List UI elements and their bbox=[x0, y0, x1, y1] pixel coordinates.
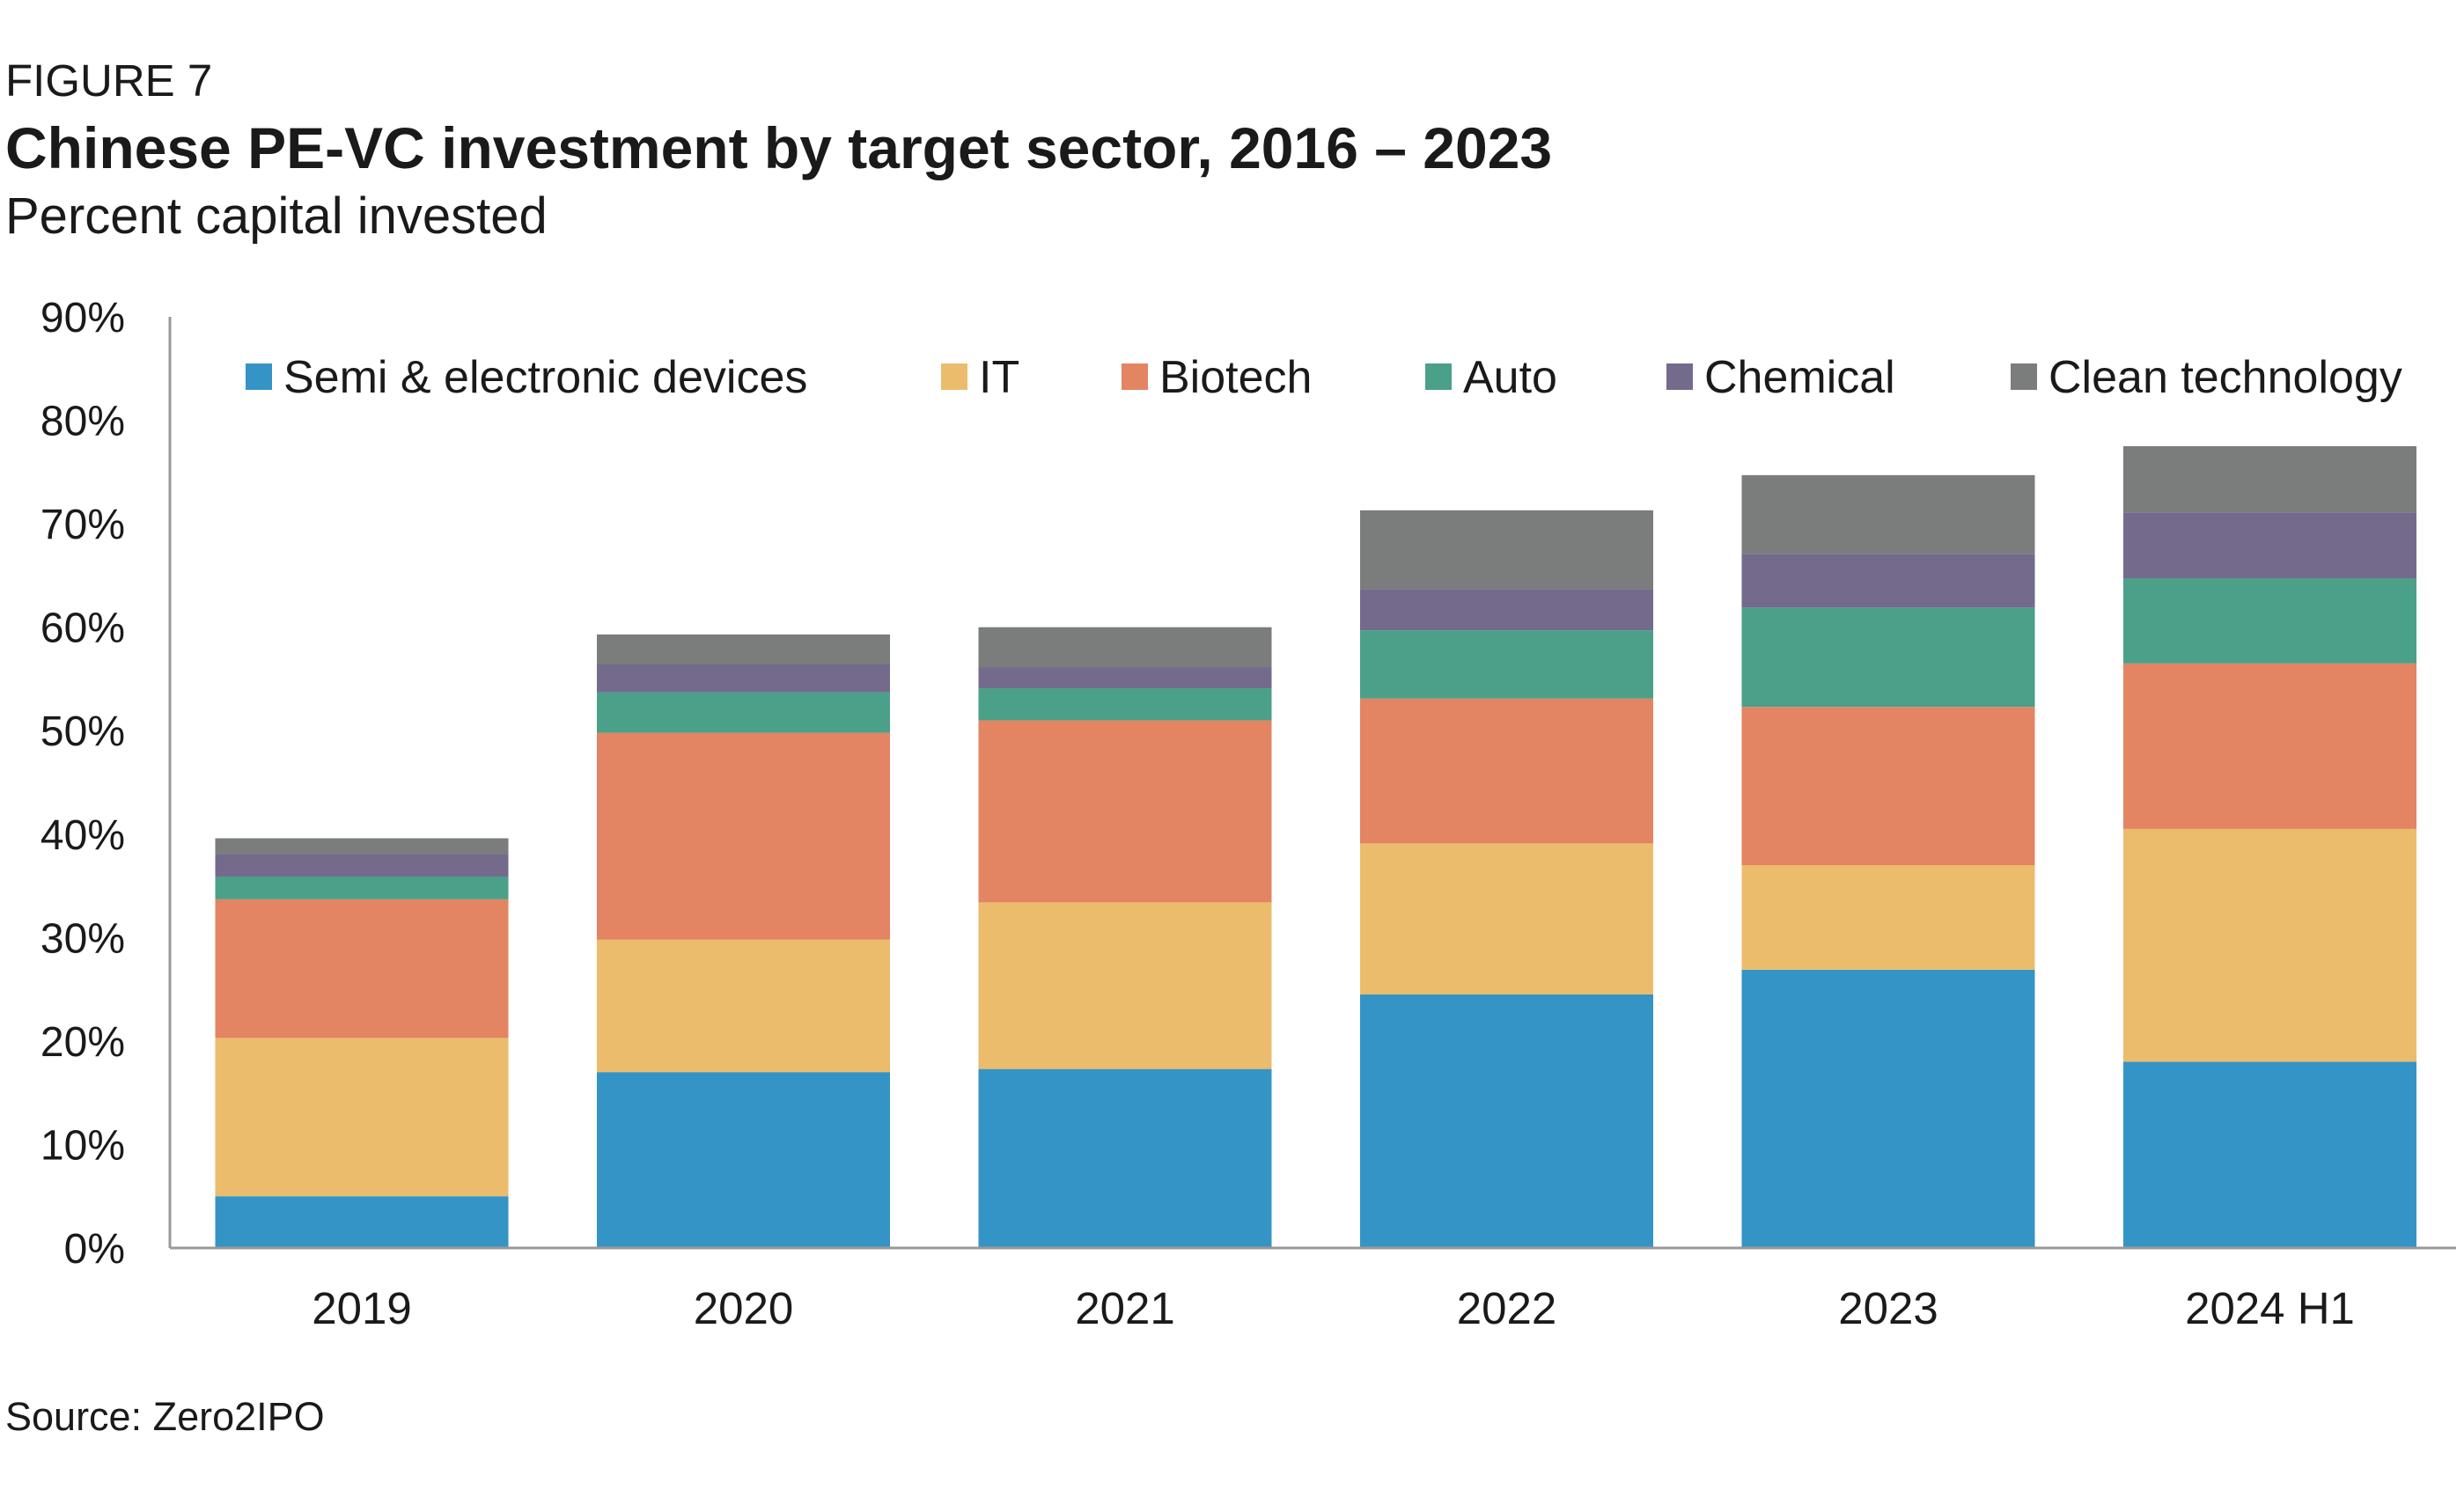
bar-segment-semi-electronic-devices-2022 bbox=[1360, 994, 1653, 1248]
bar-segment-semi-electronic-devices-2019 bbox=[215, 1196, 509, 1248]
legend-label: Semi & electronic devices bbox=[283, 352, 807, 403]
bar-segment-chemical-2020 bbox=[597, 664, 890, 693]
chart-title: Chinese PE-VC investment by target secto… bbox=[5, 115, 1553, 180]
bar-segment-chemical-2021 bbox=[978, 667, 1272, 689]
bar-segment-clean-technology-2024-h1 bbox=[2123, 445, 2416, 513]
legend: Semi & electronic devices IT Biotech Auto Ch… bbox=[246, 352, 2402, 403]
bar-segment-it-2024-h1 bbox=[2123, 828, 2416, 1062]
bar-segment-auto-2023 bbox=[1741, 607, 2035, 708]
legend-label: Auto bbox=[1463, 352, 1557, 403]
bar-segment-biotech-2021 bbox=[978, 720, 1272, 903]
legend-swatch bbox=[1122, 363, 1148, 390]
bar-segment-chemical-2024-h1 bbox=[2123, 512, 2416, 579]
bar-segment-biotech-2023 bbox=[1741, 707, 2035, 866]
y-tick-label: 80% bbox=[40, 399, 125, 445]
axes-group bbox=[168, 317, 2456, 1250]
bar-segment-it-2022 bbox=[1360, 843, 1653, 995]
legend-label: Chemical bbox=[1704, 352, 1895, 403]
y-tick-label: 10% bbox=[40, 1122, 125, 1169]
y-tick-label: 0% bbox=[64, 1226, 125, 1273]
legend-swatch bbox=[941, 363, 967, 390]
bar-segment-biotech-2024-h1 bbox=[2123, 663, 2416, 829]
y-tick-label: 40% bbox=[40, 812, 125, 859]
bar-segment-biotech-2019 bbox=[215, 899, 509, 1039]
y-tick-label: 60% bbox=[40, 606, 125, 652]
bar-segment-semi-electronic-devices-2023 bbox=[1741, 969, 2035, 1248]
legend-swatch bbox=[1666, 363, 1693, 390]
bar-segment-biotech-2020 bbox=[597, 732, 890, 940]
bar-segment-clean-technology-2020 bbox=[597, 634, 890, 664]
bar-segment-chemical-2019 bbox=[215, 854, 509, 877]
x-tick-label: 2024 H1 bbox=[2185, 1283, 2355, 1333]
bar-segment-biotech-2022 bbox=[1360, 698, 1653, 844]
bar-segment-semi-electronic-devices-2020 bbox=[597, 1072, 890, 1248]
bar-segment-auto-2021 bbox=[978, 688, 1272, 721]
bar-segment-semi-electronic-devices-2024-h1 bbox=[2123, 1061, 2416, 1248]
bar-segment-clean-technology-2021 bbox=[978, 627, 1272, 668]
bar-segment-chemical-2023 bbox=[1741, 554, 2035, 608]
y-tick-label: 30% bbox=[40, 915, 125, 962]
x-axis-labels: 2019 2020 2021 2022 2023 2024 H1 bbox=[312, 1283, 2355, 1333]
bar-segment-clean-technology-2022 bbox=[1360, 510, 1653, 590]
bar-segment-auto-2024-h1 bbox=[2123, 578, 2416, 664]
bar-segment-it-2020 bbox=[597, 939, 890, 1073]
legend-label: IT bbox=[979, 352, 1019, 403]
bar-segment-clean-technology-2023 bbox=[1741, 474, 2035, 554]
bar-segment-auto-2020 bbox=[597, 692, 890, 733]
bar-segment-clean-technology-2019 bbox=[215, 838, 509, 855]
x-tick-label: 2023 bbox=[1838, 1283, 1938, 1333]
y-tick-label: 20% bbox=[40, 1019, 125, 1066]
x-tick-label: 2020 bbox=[694, 1283, 793, 1333]
chart-subtitle: Percent capital invested bbox=[5, 187, 548, 245]
bar-segment-it-2023 bbox=[1741, 865, 2035, 970]
bar-segment-semi-electronic-devices-2021 bbox=[978, 1068, 1272, 1248]
legend-label: Biotech bbox=[1159, 352, 1312, 403]
y-axis-ticks: 0% 10% 20% 30% 40% 50% 60% 70% 80% 90% bbox=[40, 295, 125, 1273]
bar-segment-auto-2019 bbox=[215, 876, 509, 899]
bar-segment-chemical-2022 bbox=[1360, 589, 1653, 631]
bar-segment-it-2021 bbox=[978, 902, 1272, 1069]
y-tick-label: 70% bbox=[40, 502, 125, 548]
x-tick-label: 2022 bbox=[1457, 1283, 1556, 1333]
legend-label: Clean technology bbox=[2048, 352, 2402, 403]
legend-swatch bbox=[1425, 363, 1452, 390]
y-tick-label: 50% bbox=[40, 708, 125, 755]
bar-segment-auto-2022 bbox=[1360, 630, 1653, 699]
legend-swatch bbox=[246, 363, 272, 390]
bars-group bbox=[215, 445, 2416, 1248]
source-note: Source: Zero2IPO bbox=[5, 1394, 325, 1439]
bar-segment-it-2019 bbox=[215, 1038, 509, 1197]
y-tick-label: 90% bbox=[40, 295, 125, 341]
legend-swatch bbox=[2011, 363, 2037, 390]
figure-label: FIGURE 7 bbox=[5, 55, 213, 106]
x-tick-label: 2021 bbox=[1075, 1283, 1174, 1333]
x-tick-label: 2019 bbox=[312, 1283, 411, 1333]
